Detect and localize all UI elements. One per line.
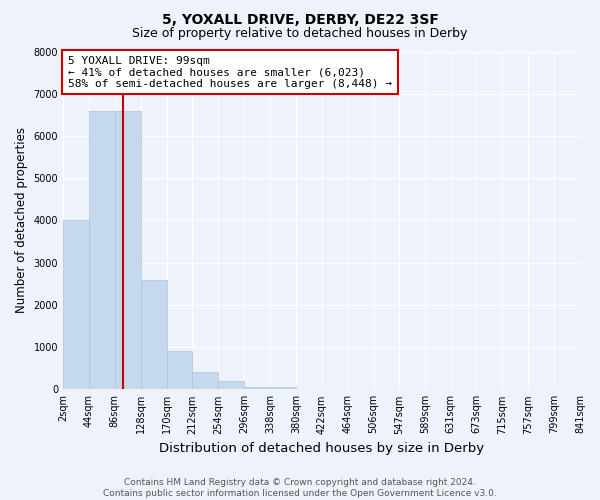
Bar — [167, 352, 193, 390]
X-axis label: Distribution of detached houses by size in Derby: Distribution of detached houses by size … — [159, 442, 484, 455]
Y-axis label: Number of detached properties: Number of detached properties — [15, 128, 28, 314]
Bar — [115, 110, 140, 390]
Bar — [244, 387, 270, 390]
Text: 5, YOXALL DRIVE, DERBY, DE22 3SF: 5, YOXALL DRIVE, DERBY, DE22 3SF — [161, 12, 439, 26]
Text: 5 YOXALL DRIVE: 99sqm
← 41% of detached houses are smaller (6,023)
58% of semi-d: 5 YOXALL DRIVE: 99sqm ← 41% of detached … — [68, 56, 392, 89]
Bar — [89, 110, 115, 390]
Text: Size of property relative to detached houses in Derby: Size of property relative to detached ho… — [133, 28, 467, 40]
Bar — [270, 387, 296, 390]
Bar — [193, 372, 218, 390]
Bar — [140, 280, 167, 390]
Bar — [63, 220, 89, 390]
Text: Contains HM Land Registry data © Crown copyright and database right 2024.
Contai: Contains HM Land Registry data © Crown c… — [103, 478, 497, 498]
Bar — [218, 381, 244, 390]
